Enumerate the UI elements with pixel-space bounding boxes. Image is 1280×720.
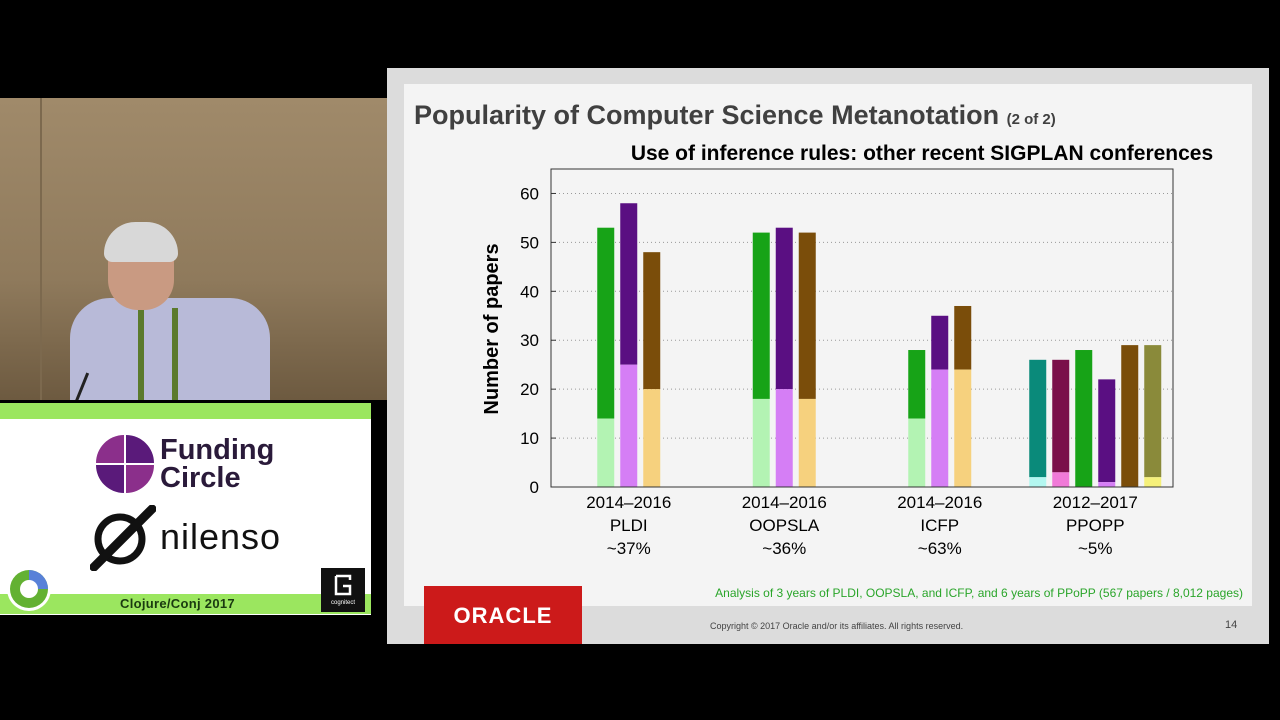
copyright-notice: Copyright © 2017 Oracle and/or its affil… bbox=[710, 621, 964, 631]
x-group-years-label: 2014–2016 bbox=[742, 493, 827, 512]
bar-segment-base bbox=[1029, 477, 1047, 487]
x-group-percent-label: ~37% bbox=[607, 539, 651, 558]
x-group-years-label: 2012–2017 bbox=[1053, 493, 1138, 512]
bar-segment-base bbox=[597, 418, 615, 487]
slide-page-number: 14 bbox=[1225, 619, 1238, 631]
nilenso-logo-icon bbox=[90, 505, 156, 571]
conference-label: Clojure/Conj 2017 bbox=[120, 596, 235, 611]
bar-segment-upper bbox=[1098, 379, 1116, 483]
lanyard bbox=[138, 308, 178, 400]
bar-segment-upper bbox=[597, 227, 615, 419]
bar-segment-upper bbox=[798, 232, 816, 399]
speaker-video bbox=[0, 98, 387, 400]
presentation-slide: Popularity of Computer Science Metanotat… bbox=[387, 68, 1269, 644]
bar-segment-upper bbox=[775, 227, 793, 390]
slide-title-sub: (2 of 2) bbox=[1006, 111, 1056, 128]
bar-chart: Use of inference rules: other recent SIG… bbox=[481, 142, 1213, 558]
nilenso-wordmark: nilenso bbox=[160, 516, 282, 557]
slide-title: Popularity of Computer Science Metanotat… bbox=[414, 100, 1056, 131]
chart-title: Use of inference rules: other recent SIG… bbox=[631, 142, 1213, 165]
oracle-logo: ORACLE bbox=[424, 586, 582, 644]
bar-segment-upper bbox=[752, 232, 770, 399]
oracle-wordmark: ORACLE bbox=[453, 603, 553, 628]
x-group-percent-label: ~63% bbox=[918, 539, 962, 558]
bar-segment-base bbox=[1144, 477, 1162, 487]
bar-segment-base bbox=[643, 389, 661, 487]
bar-segment-upper bbox=[1075, 350, 1093, 487]
bar-segment-upper bbox=[1052, 359, 1070, 473]
y-tick-label: 10 bbox=[520, 429, 539, 448]
x-group-conference-label: PPOPP bbox=[1066, 516, 1125, 535]
bar-segment-base bbox=[1052, 472, 1070, 487]
sponsor-panel bbox=[0, 419, 371, 615]
x-group-conference-label: ICFP bbox=[920, 516, 959, 535]
bar-segment-base bbox=[620, 364, 638, 487]
funding-circle-wordmark: Funding Circle bbox=[160, 434, 275, 494]
slide-title-main: Popularity of Computer Science Metanotat… bbox=[414, 100, 1000, 130]
y-tick-label: 50 bbox=[520, 233, 539, 252]
slide-content bbox=[404, 84, 1252, 606]
cognitect-logo: cognitect bbox=[321, 568, 365, 612]
x-group-years-label: 2014–2016 bbox=[586, 493, 671, 512]
bar-segment-upper bbox=[908, 350, 926, 419]
green-bar-bottom bbox=[0, 594, 371, 614]
bar-segment-upper bbox=[1121, 345, 1139, 487]
funding-circle-line2: Circle bbox=[160, 462, 241, 494]
y-tick-label: 40 bbox=[520, 282, 539, 301]
bar-segment-base bbox=[752, 398, 770, 487]
bar-segment-base bbox=[954, 369, 972, 487]
funding-circle-line1: Funding bbox=[160, 434, 275, 466]
wall-seam bbox=[40, 98, 42, 400]
x-group-conference-label: OOPSLA bbox=[749, 516, 820, 535]
bar-segment-base bbox=[931, 369, 949, 487]
bar-segment-base bbox=[908, 418, 926, 487]
bar-segment-upper bbox=[1144, 345, 1162, 478]
y-axis-label: Number of papers bbox=[481, 243, 503, 414]
bar-segment-base bbox=[798, 398, 816, 487]
clojure-logo-icon bbox=[7, 567, 51, 611]
bar-segment-upper bbox=[954, 305, 972, 370]
bar-segment-base bbox=[1098, 482, 1116, 487]
plot-frame bbox=[550, 168, 1174, 488]
cognitect-wordmark: cognitect bbox=[330, 600, 355, 606]
y-tick-label: 0 bbox=[530, 478, 539, 497]
funding-circle-logo-icon bbox=[96, 435, 154, 493]
speaker-body bbox=[70, 298, 270, 400]
bar-segment-upper bbox=[1029, 359, 1047, 478]
green-bar-top bbox=[0, 403, 371, 419]
y-tick-label: 60 bbox=[520, 184, 539, 203]
bar-segment-base bbox=[775, 389, 793, 487]
slide-footnote: Analysis of 3 years of PLDI, OOPSLA, and… bbox=[715, 586, 1243, 600]
y-tick-label: 20 bbox=[520, 380, 539, 399]
bar-segment-upper bbox=[643, 252, 661, 390]
cognitect-mark-icon bbox=[334, 574, 352, 596]
x-group-years-label: 2014–2016 bbox=[897, 493, 982, 512]
bar-segment-upper bbox=[620, 203, 638, 365]
y-tick-label: 30 bbox=[520, 331, 539, 350]
x-group-percent-label: ~36% bbox=[762, 539, 806, 558]
bar-segment-upper bbox=[931, 315, 949, 370]
x-group-conference-label: PLDI bbox=[610, 516, 648, 535]
x-group-percent-label: ~5% bbox=[1078, 539, 1113, 558]
speaker-hair bbox=[104, 222, 178, 262]
